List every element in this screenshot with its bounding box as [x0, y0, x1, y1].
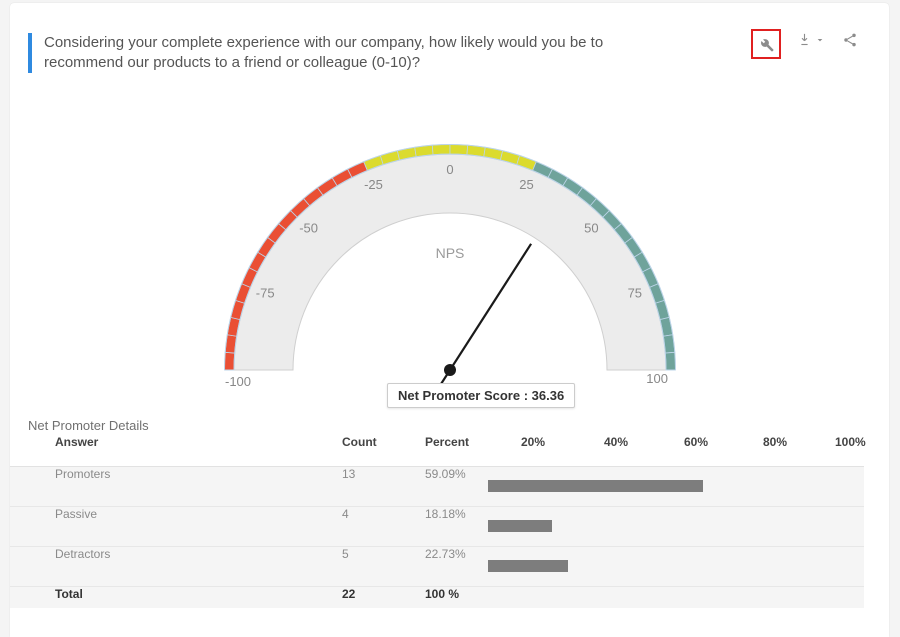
svg-text:-25: -25 [364, 177, 383, 192]
svg-text:NPS: NPS [436, 245, 465, 261]
svg-text:-50: -50 [299, 221, 318, 236]
svg-text:50: 50 [584, 221, 598, 236]
svg-text:-100: -100 [225, 374, 251, 389]
svg-text:75: 75 [628, 286, 642, 301]
svg-text:25: 25 [519, 177, 533, 192]
svg-text:100: 100 [646, 371, 668, 386]
svg-text:0: 0 [446, 162, 453, 177]
svg-text:-75: -75 [256, 286, 275, 301]
